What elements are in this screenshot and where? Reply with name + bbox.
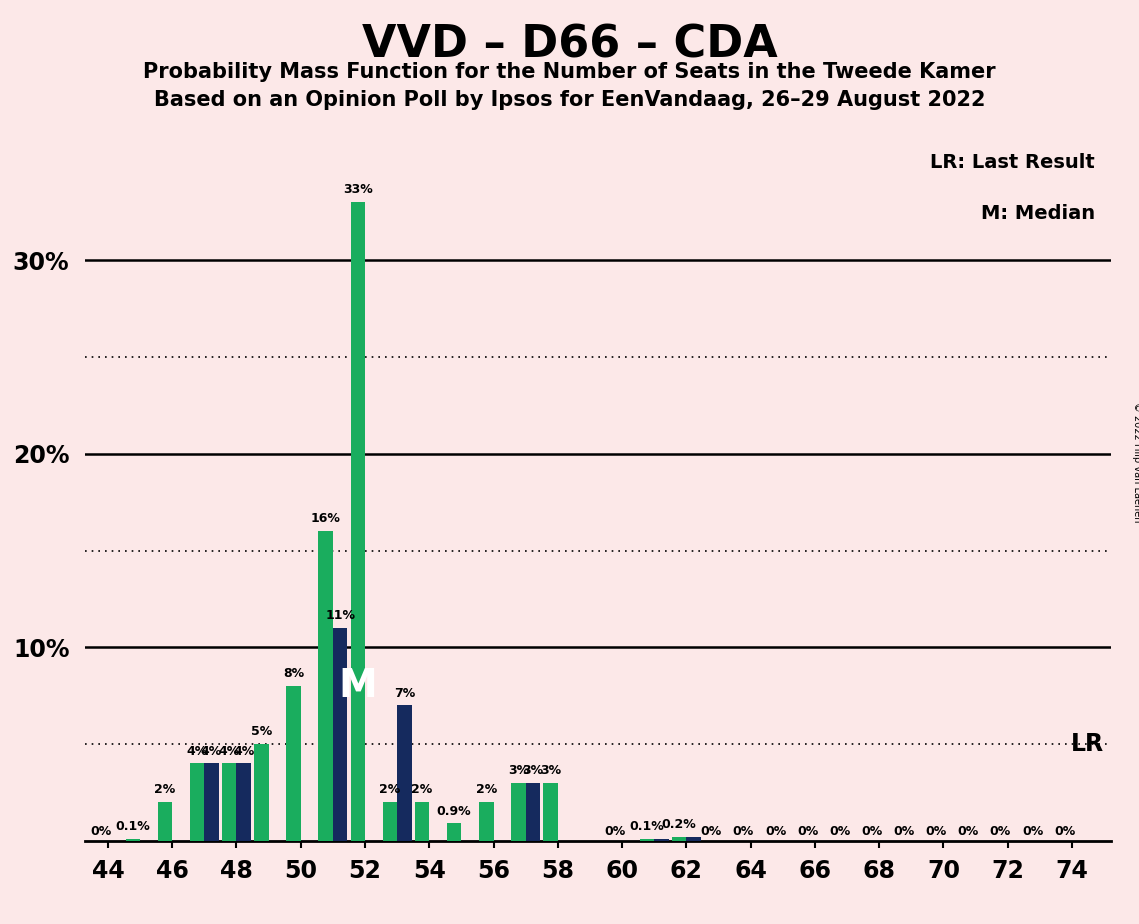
Text: Based on an Opinion Poll by Ipsos for EenVandaag, 26–29 August 2022: Based on an Opinion Poll by Ipsos for Ee… — [154, 90, 985, 110]
Text: VVD – D66 – CDA: VVD – D66 – CDA — [361, 23, 778, 67]
Text: 33%: 33% — [343, 183, 372, 197]
Text: 0%: 0% — [1022, 825, 1043, 838]
Text: 4%: 4% — [187, 745, 207, 758]
Text: 0%: 0% — [732, 825, 754, 838]
Bar — [237, 763, 251, 841]
Bar — [383, 802, 398, 841]
Bar — [125, 839, 140, 841]
Bar — [687, 837, 700, 841]
Bar — [286, 686, 301, 841]
Text: 4%: 4% — [219, 745, 240, 758]
Text: 4%: 4% — [233, 745, 254, 758]
Bar — [157, 802, 172, 841]
Bar — [204, 763, 219, 841]
Bar — [511, 783, 526, 841]
Text: 0%: 0% — [829, 825, 851, 838]
Text: 5%: 5% — [251, 725, 272, 738]
Bar — [640, 839, 654, 841]
Bar — [446, 823, 461, 841]
Text: 3%: 3% — [540, 764, 562, 777]
Bar — [415, 802, 429, 841]
Text: M: M — [338, 667, 377, 705]
Text: 7%: 7% — [394, 687, 415, 699]
Text: 11%: 11% — [325, 609, 355, 622]
Bar — [398, 705, 411, 841]
Text: Probability Mass Function for the Number of Seats in the Tweede Kamer: Probability Mass Function for the Number… — [144, 62, 995, 82]
Text: 2%: 2% — [379, 784, 401, 796]
Text: 0%: 0% — [958, 825, 978, 838]
Text: 0.1%: 0.1% — [630, 821, 664, 833]
Text: 0%: 0% — [604, 825, 625, 838]
Text: 0%: 0% — [1054, 825, 1075, 838]
Bar — [254, 744, 269, 841]
Bar — [526, 783, 540, 841]
Text: 0.9%: 0.9% — [437, 805, 472, 818]
Text: 0%: 0% — [700, 825, 722, 838]
Text: 3%: 3% — [508, 764, 528, 777]
Bar — [190, 763, 204, 841]
Bar — [672, 837, 687, 841]
Text: 0.2%: 0.2% — [662, 818, 696, 832]
Text: 2%: 2% — [154, 784, 175, 796]
Text: 0%: 0% — [765, 825, 786, 838]
Text: 4%: 4% — [200, 745, 222, 758]
Text: 2%: 2% — [476, 784, 497, 796]
Text: 3%: 3% — [523, 764, 543, 777]
Bar — [319, 531, 333, 841]
Bar — [351, 202, 364, 841]
Text: LR: Last Result: LR: Last Result — [931, 153, 1096, 173]
Text: © 2022 Filip van Laenen: © 2022 Filip van Laenen — [1132, 402, 1139, 522]
Bar — [333, 628, 347, 841]
Text: 16%: 16% — [311, 513, 341, 526]
Bar — [543, 783, 558, 841]
Text: 8%: 8% — [282, 667, 304, 680]
Text: 0.1%: 0.1% — [115, 821, 150, 833]
Bar — [480, 802, 493, 841]
Bar — [654, 839, 669, 841]
Text: 0%: 0% — [893, 825, 915, 838]
Text: LR: LR — [1071, 732, 1104, 756]
Text: 0%: 0% — [926, 825, 947, 838]
Text: 0%: 0% — [90, 825, 112, 838]
Text: 0%: 0% — [990, 825, 1011, 838]
Text: M: Median: M: Median — [981, 203, 1096, 223]
Text: 2%: 2% — [411, 784, 433, 796]
Text: 0%: 0% — [861, 825, 883, 838]
Text: 0%: 0% — [797, 825, 818, 838]
Bar — [222, 763, 237, 841]
